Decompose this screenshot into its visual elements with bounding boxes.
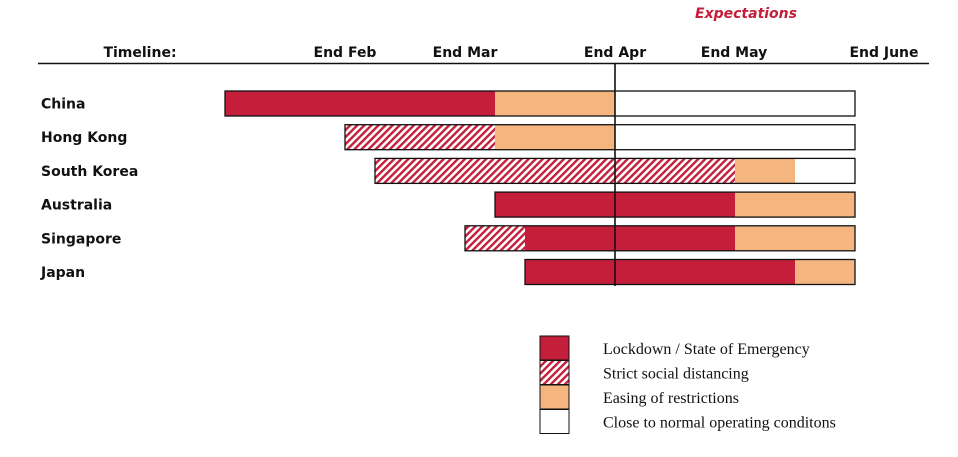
legend-swatch-distancing <box>539 360 570 385</box>
bar-segment-distancing <box>345 124 495 150</box>
bar-segment-lockdown <box>225 91 495 116</box>
x-tick-label: End Apr <box>584 45 646 61</box>
legend-swatch-lockdown <box>539 335 570 361</box>
x-tick-label: End May <box>701 45 768 61</box>
bar-outline <box>464 225 856 252</box>
bar-segment-easing <box>495 124 615 150</box>
x-tick-label: End Mar <box>433 45 498 61</box>
country-label: China <box>41 97 85 113</box>
legend-swatch-easing <box>539 384 570 410</box>
bar-segment-normal <box>615 91 855 116</box>
country-label: Hong Kong <box>41 130 127 146</box>
legend-label-easing: Easing of restrictions <box>603 390 739 407</box>
timeline-label: Timeline: <box>103 45 176 61</box>
country-label: Japan <box>40 265 85 281</box>
country-labels: China Hong Kong South Korea Australia Singap… <box>40 97 138 282</box>
bar-segment-distancing <box>375 158 735 184</box>
bar-segment-normal <box>615 124 855 150</box>
bar-segment-easing <box>495 91 615 116</box>
bar-outline <box>344 124 856 151</box>
bar-segment-lockdown <box>525 225 735 251</box>
x-tick-labels: End Feb End Mar End Apr End May End June <box>314 45 919 61</box>
bar-segment-easing <box>735 192 855 218</box>
bar-segment-normal <box>795 158 855 184</box>
bar-segments <box>224 90 856 286</box>
legend-label-lockdown: Lockdown / State of Emergency <box>603 341 810 358</box>
legend-swatch-normal <box>539 409 570 434</box>
legend: Lockdown / State of Emergency Strict soci… <box>539 335 836 434</box>
expectations-label: Expectations <box>695 6 797 22</box>
bar-segment-distancing <box>465 225 525 251</box>
country-label: Australia <box>41 198 112 214</box>
legend-label-distancing: Strict social distancing <box>603 366 749 383</box>
country-label: South Korea <box>41 164 138 180</box>
bar-segment-easing <box>735 225 855 251</box>
bar-segment-easing <box>795 259 855 285</box>
bar-outline <box>494 191 856 218</box>
bar-outline <box>524 258 856 286</box>
legend-label-normal: Close to normal operating conditons <box>603 415 836 432</box>
x-tick-label: End Feb <box>314 45 377 61</box>
bar-segment-lockdown <box>525 259 795 285</box>
bar-outline <box>224 90 856 117</box>
x-tick-label: End June <box>849 45 918 61</box>
country-label: Singapore <box>41 231 121 247</box>
bar-segment-easing <box>735 158 795 184</box>
